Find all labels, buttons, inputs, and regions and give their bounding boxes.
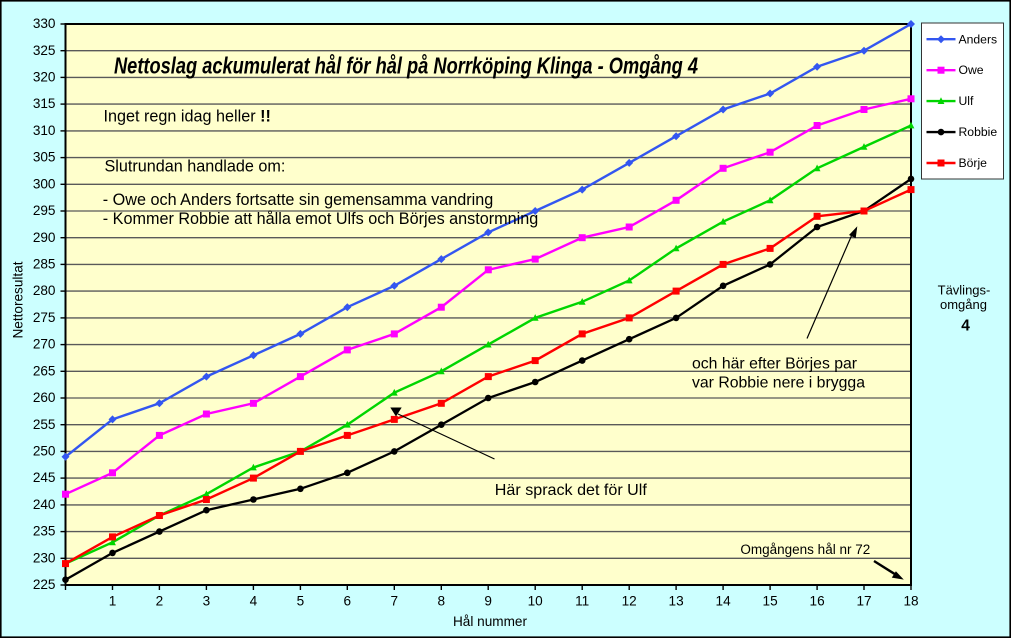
svg-text:330: 330	[33, 16, 56, 31]
svg-text:4: 4	[250, 594, 258, 609]
svg-text:Nettoslag ackumulerat hål för: Nettoslag ackumulerat hål för hål på Nor…	[114, 53, 698, 79]
svg-text:7: 7	[391, 594, 399, 609]
svg-text:325: 325	[33, 43, 56, 58]
svg-text:Omgångens hål nr 72: Omgångens hål nr 72	[740, 542, 870, 557]
svg-text:Inget regn idag heller !!: Inget regn idag heller !!	[104, 107, 271, 125]
svg-text:Nettoresultat: Nettoresultat	[11, 261, 26, 338]
svg-text:275: 275	[33, 310, 56, 325]
svg-text:300: 300	[33, 176, 56, 191]
svg-text:295: 295	[33, 203, 56, 218]
svg-text:3: 3	[203, 594, 211, 609]
svg-text:14: 14	[716, 594, 732, 609]
svg-text:305: 305	[33, 150, 56, 165]
svg-text:320: 320	[33, 70, 56, 85]
svg-text:240: 240	[33, 497, 56, 512]
svg-text:250: 250	[33, 444, 56, 459]
svg-text:4: 4	[961, 317, 970, 334]
svg-text:265: 265	[33, 363, 56, 378]
svg-text:235: 235	[33, 524, 56, 539]
svg-text:225: 225	[33, 577, 56, 592]
svg-text:16: 16	[810, 594, 825, 609]
svg-text:13: 13	[669, 594, 684, 609]
svg-text:260: 260	[33, 390, 56, 405]
svg-text:17: 17	[856, 594, 871, 609]
svg-text:Hål nummer: Hål nummer	[453, 614, 528, 629]
svg-text:Owe: Owe	[959, 63, 984, 77]
svg-text:var Robbie nere i brygga: var Robbie nere i brygga	[692, 374, 865, 391]
svg-text:310: 310	[33, 123, 56, 138]
svg-text:285: 285	[33, 257, 56, 272]
svg-text:- Kommer Robbie att hålla emot: - Kommer Robbie att hålla emot Ulfs och …	[103, 210, 538, 228]
svg-text:Här sprack det för Ulf: Här sprack det för Ulf	[495, 481, 648, 499]
svg-text:11: 11	[575, 594, 589, 609]
svg-text:280: 280	[33, 283, 56, 298]
svg-text:Tävlings-: Tävlings-	[938, 282, 991, 297]
svg-text:10: 10	[528, 594, 544, 609]
svg-text:Ulf: Ulf	[959, 94, 975, 108]
svg-text:12: 12	[622, 594, 637, 609]
svg-text:8: 8	[438, 594, 446, 609]
svg-text:Börje: Börje	[959, 156, 988, 170]
svg-text:Slutrundan handlade om:: Slutrundan handlade om:	[105, 157, 286, 175]
svg-text:1: 1	[109, 594, 117, 609]
svg-text:6: 6	[344, 594, 352, 609]
svg-text:15: 15	[763, 594, 778, 609]
svg-text:230: 230	[33, 550, 56, 565]
svg-text:5: 5	[297, 594, 305, 609]
svg-text:Anders: Anders	[959, 32, 998, 46]
svg-text:Robbie: Robbie	[959, 125, 998, 139]
svg-text:255: 255	[33, 417, 56, 432]
svg-text:18: 18	[903, 594, 918, 609]
svg-text:245: 245	[33, 470, 56, 485]
svg-text:- Owe och Anders fortsatte sin: - Owe och Anders fortsatte sin gemensamm…	[103, 191, 493, 209]
svg-text:omgång: omgång	[940, 297, 987, 312]
svg-text:9: 9	[484, 594, 492, 609]
svg-text:2: 2	[156, 594, 164, 609]
svg-text:och här efter Börjes par: och här efter Börjes par	[692, 355, 857, 372]
svg-text:290: 290	[33, 230, 56, 245]
svg-text:270: 270	[33, 337, 56, 352]
svg-text:315: 315	[33, 96, 56, 111]
